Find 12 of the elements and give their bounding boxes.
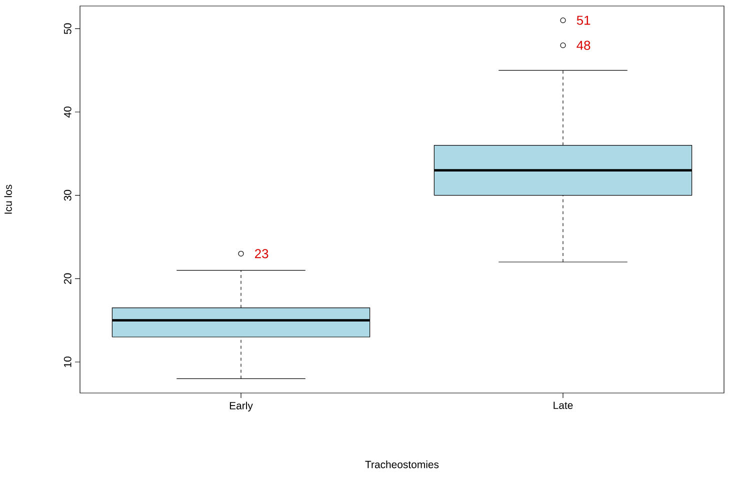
y-tick-label: 10 [64, 356, 72, 368]
x-tick-label: Late [554, 402, 573, 409]
annotation: 23 [255, 249, 268, 258]
y-axis-title: Icu los [4, 184, 12, 214]
y-tick-label: 30 [64, 190, 72, 201]
annotation: 51 [576, 16, 590, 25]
x-axis-title: Tracheostomies [365, 460, 439, 468]
x-tick-label: Early [230, 402, 253, 412]
annotation: 48 [576, 40, 590, 50]
y-tick-label: 20 [64, 273, 72, 284]
y-tick-label: 50 [64, 23, 72, 34]
y-tick-label: 40 [64, 106, 72, 118]
